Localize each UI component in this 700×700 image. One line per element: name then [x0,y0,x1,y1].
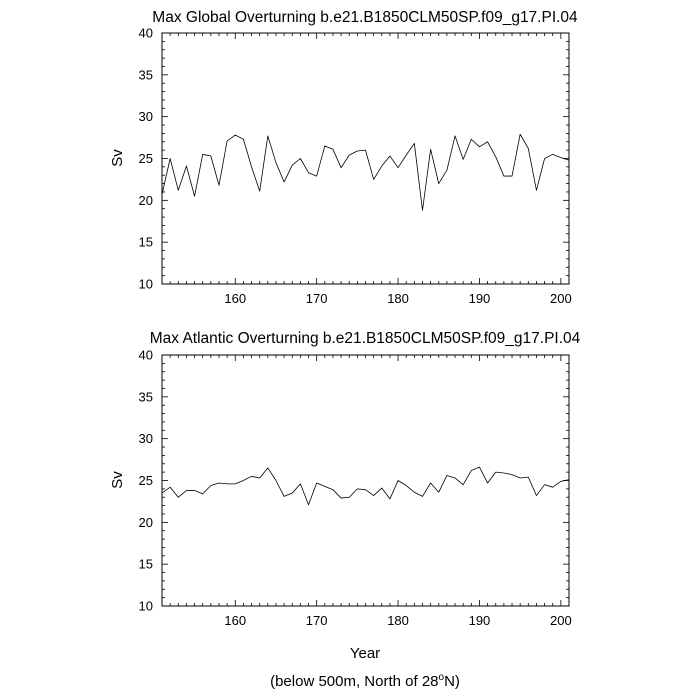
atlantic-x-tick-label: 180 [387,613,409,628]
global-plot-frame [161,32,570,285]
global-x-tick-label: 200 [550,291,572,306]
atlantic-x-tick-label: 200 [550,613,572,628]
atlantic-tick-labels: 160 170 180 190 200 10 15 20 25 30 35 40 [139,348,572,629]
global-y-axis-label: Sv [109,149,126,167]
x-axis-label: Year [350,645,380,662]
degree-superscript: o [439,672,445,683]
global-y-tick-label: 15 [139,235,153,250]
atlantic-x-tick-label: 170 [306,613,328,628]
atlantic-y-tick-label: 15 [139,557,153,572]
global-overturning-panel: Max Global Overturning b.e21.B1850CLM50S… [109,9,578,306]
atlantic-y-tick-label: 10 [139,599,153,614]
global-x-tick-label: 160 [224,291,246,306]
atlantic-overturning-panel: Max Atlantic Overturning b.e21.B1850CLM5… [109,330,581,662]
global-x-tick-label: 190 [469,291,491,306]
global-overturning-line [161,133,570,211]
atlantic-y-tick-label: 25 [139,473,153,488]
atlantic-ticks [161,354,570,607]
global-ticks [161,32,570,285]
atlantic-plot-frame [161,354,570,607]
atlantic-x-tick-label: 190 [469,613,491,628]
global-y-tick-label: 40 [139,26,153,41]
footnote-prefix: (below 500m, North of 28 [270,673,438,690]
footnote: (below 500m, North of 28oN) [270,672,460,690]
global-y-tick-label: 35 [139,67,153,82]
global-x-tick-label: 170 [306,291,328,306]
atlantic-y-tick-label: 20 [139,515,153,530]
global-panel-title: Max Global Overturning b.e21.B1850CLM50S… [152,9,578,26]
global-y-tick-label: 30 [139,109,153,124]
global-y-tick-label: 25 [139,151,153,166]
global-x-tick-label: 180 [387,291,409,306]
atlantic-overturning-line [161,466,570,506]
global-tick-labels: 160 170 180 190 200 10 15 20 25 30 35 40 [139,26,572,307]
atlantic-x-tick-label: 160 [224,613,246,628]
global-y-tick-label: 10 [139,277,153,292]
atlantic-y-tick-label: 30 [139,431,153,446]
atlantic-y-axis-label: Sv [109,471,126,489]
atlantic-panel-title: Max Atlantic Overturning b.e21.B1850CLM5… [150,330,581,347]
footnote-suffix: N) [444,673,460,690]
atlantic-y-tick-label: 35 [139,389,153,404]
global-y-tick-label: 20 [139,193,153,208]
atlantic-y-tick-label: 40 [139,348,153,363]
